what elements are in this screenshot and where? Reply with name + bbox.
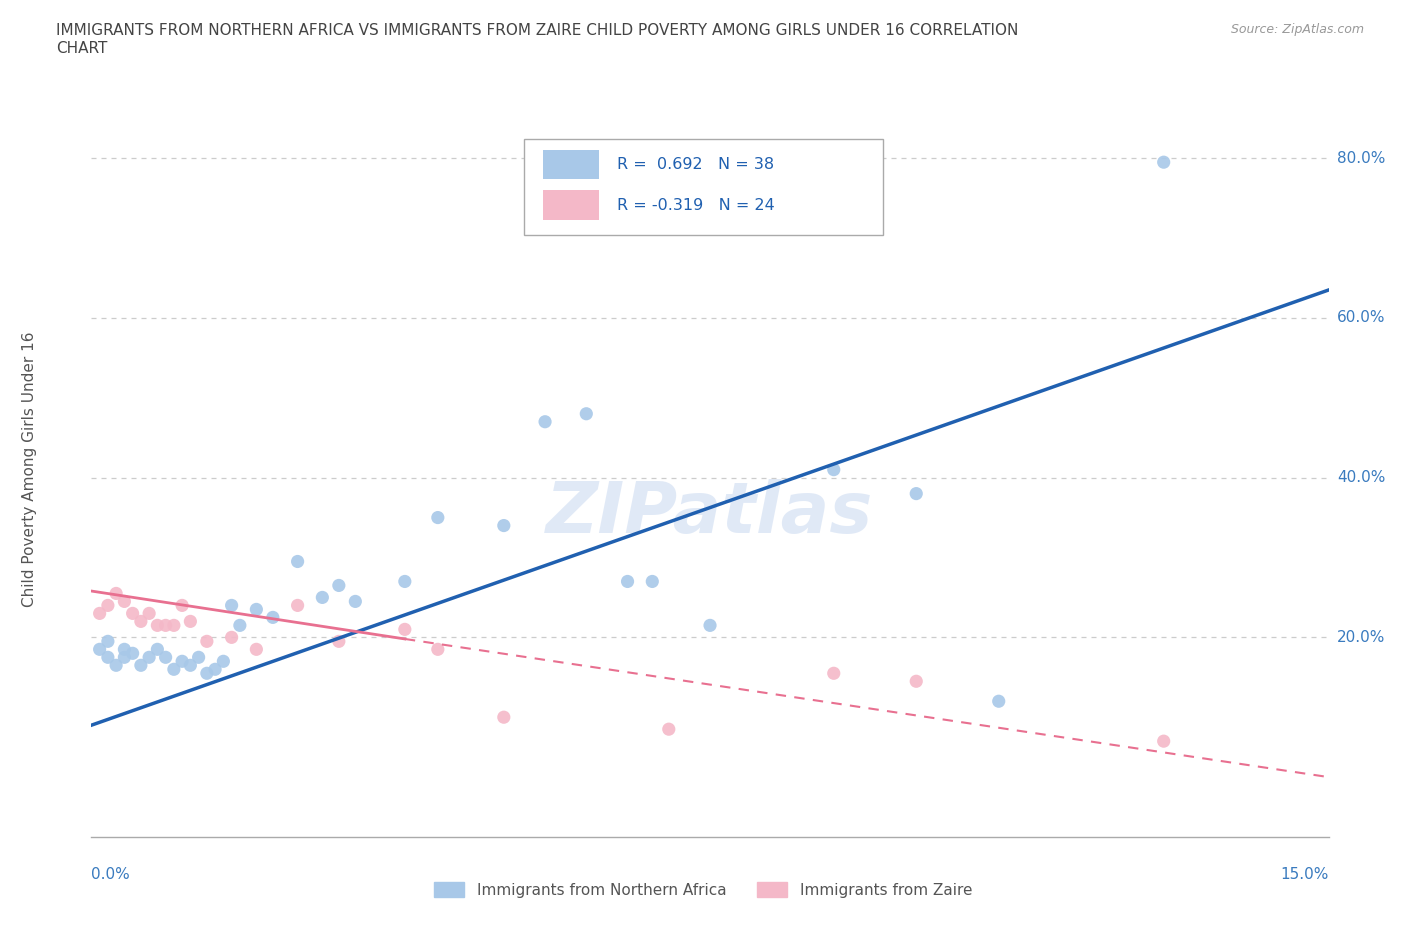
Point [105, 586, 128, 601]
Point [97, 598, 120, 613]
Point [112, 642, 135, 657]
Point [344, 594, 367, 609]
Point [187, 650, 209, 665]
Point [492, 518, 515, 533]
Point [287, 554, 309, 569]
Point [426, 511, 449, 525]
Point [138, 650, 160, 665]
Text: 15.0%: 15.0% [1281, 867, 1329, 882]
Point [129, 658, 152, 672]
Legend: Immigrants from Northern Africa, Immigrants from Zaire: Immigrants from Northern Africa, Immigra… [427, 875, 979, 904]
Point [987, 694, 1010, 709]
Point [823, 462, 845, 477]
Point [328, 634, 350, 649]
Point [394, 622, 416, 637]
Point [229, 618, 252, 632]
Point [163, 618, 186, 632]
Point [146, 642, 169, 657]
Point [89, 606, 111, 621]
Point [221, 630, 243, 644]
Point [138, 606, 160, 621]
Text: IMMIGRANTS FROM NORTHERN AFRICA VS IMMIGRANTS FROM ZAIRE CHILD POVERTY AMONG GIR: IMMIGRANTS FROM NORTHERN AFRICA VS IMMIG… [56, 23, 1018, 56]
Text: 40.0%: 40.0% [1337, 471, 1385, 485]
Point [97, 634, 120, 649]
Point [492, 710, 515, 724]
Point [575, 406, 598, 421]
Point [905, 486, 928, 501]
Point [163, 662, 186, 677]
Point [1153, 734, 1175, 749]
Point [262, 610, 284, 625]
Point [905, 674, 928, 689]
Point [221, 598, 243, 613]
Point [121, 606, 143, 621]
FancyBboxPatch shape [524, 139, 883, 234]
Point [172, 598, 194, 613]
Point [658, 722, 681, 737]
Point [616, 574, 638, 589]
Point [172, 654, 194, 669]
Point [212, 654, 235, 669]
Point [204, 662, 226, 677]
Text: 0.0%: 0.0% [91, 867, 131, 882]
Point [699, 618, 721, 632]
Point [105, 658, 128, 672]
Point [179, 658, 201, 672]
Point [823, 666, 845, 681]
Text: Child Poverty Among Girls Under 16: Child Poverty Among Girls Under 16 [22, 332, 37, 607]
Point [245, 602, 267, 617]
Text: 80.0%: 80.0% [1337, 151, 1385, 166]
Text: 20.0%: 20.0% [1337, 630, 1385, 644]
Point [112, 650, 135, 665]
Point [155, 650, 177, 665]
Point [287, 598, 309, 613]
Point [155, 618, 177, 632]
Point [426, 642, 449, 657]
Point [641, 574, 664, 589]
Point [1153, 154, 1175, 169]
Point [328, 578, 350, 593]
Point [89, 642, 111, 657]
Text: 60.0%: 60.0% [1337, 311, 1385, 325]
Point [179, 614, 201, 629]
Point [394, 574, 416, 589]
Point [129, 614, 152, 629]
Point [112, 594, 135, 609]
Point [97, 650, 120, 665]
Point [146, 618, 169, 632]
Text: R = -0.319   N = 24: R = -0.319 N = 24 [617, 198, 775, 213]
Point [311, 590, 333, 604]
Text: ZIPatlas: ZIPatlas [547, 479, 873, 548]
Text: R =  0.692   N = 38: R = 0.692 N = 38 [617, 157, 775, 172]
Point [195, 666, 218, 681]
Bar [543, 150, 599, 179]
Bar [543, 191, 599, 219]
Point [534, 414, 557, 429]
Point [245, 642, 267, 657]
Point [121, 646, 143, 661]
Text: Source: ZipAtlas.com: Source: ZipAtlas.com [1230, 23, 1364, 36]
Point [195, 634, 218, 649]
